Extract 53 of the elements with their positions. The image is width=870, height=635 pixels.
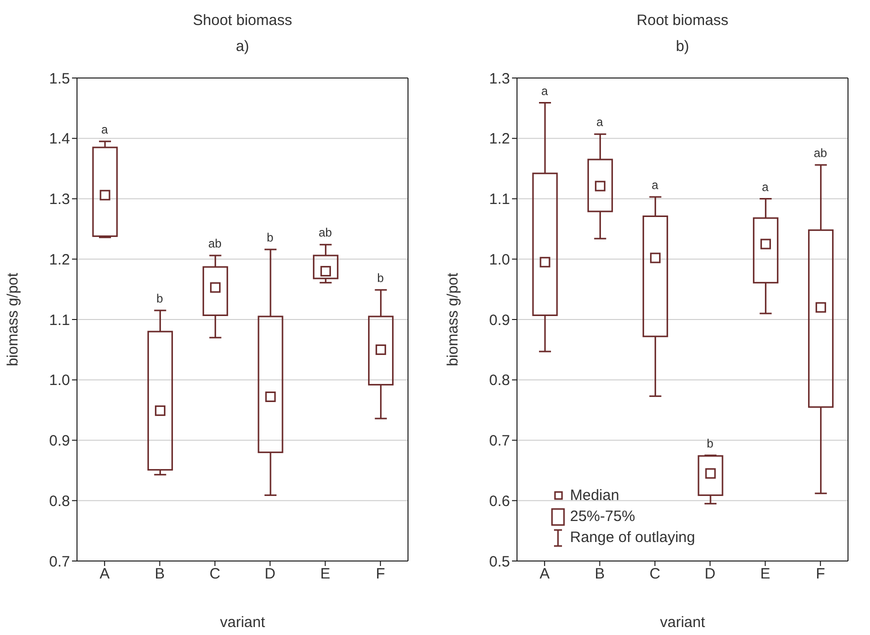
y-tick-label: 0.8 [489,372,510,390]
y-tick-label: 1.2 [489,130,510,148]
x-axis-title: variant [220,614,266,631]
annotation: a [541,84,548,98]
y-tick-label: 0.6 [489,492,510,510]
x-tick-label: A [100,566,110,583]
annotation: a [596,115,604,130]
annotation: b [266,230,274,244]
y-tick-label: 1.0 [489,251,510,268]
chart-title: Root biomass [636,11,730,31]
x-tick-label: D [704,566,716,583]
y-tick-label: 1.3 [49,191,70,208]
x-tick-label: C [649,566,660,583]
y-tick-label: 1.5 [49,70,70,88]
annotation: ab [814,146,828,160]
annotation: b [706,436,714,450]
y-axis-title: biomass g/pot [4,272,22,366]
x-tick-label: D [264,566,276,583]
y-tick-label: 0.7 [49,553,70,570]
x-tick-label: B [594,566,605,583]
y-tick-label: 0.5 [489,553,510,570]
annotation: b [377,270,384,285]
annotation: 25%-75% [570,508,636,525]
y-tick-label: 0.9 [489,312,510,329]
chart-title: Shoot biomass [192,11,294,31]
x-tick-label: F [376,566,386,583]
x-tick-label: F [816,566,826,583]
y-tick-label: 0.9 [49,432,70,450]
x-tick-label: E [320,566,330,583]
chart-subtitle: b) [674,37,690,57]
x-axis-title: variant [660,614,706,631]
y-tick-label: 1.1 [49,312,70,329]
y-tick-label: 1.4 [49,130,70,148]
annotation: ab [318,226,332,240]
chart-subtitle: a) [234,37,250,57]
annotation: a [762,180,769,194]
x-tick-label: E [760,566,770,583]
annotation: Range of outlaying [570,529,696,546]
annotation: b [156,291,164,306]
annotation: ab [208,236,222,251]
x-tick-label: B [154,566,165,583]
annotation: a [101,122,108,136]
y-tick-label: 1.0 [49,372,70,390]
y-tick-label: 1.1 [489,191,510,208]
y-tick-label: 0.8 [49,492,70,510]
x-tick-label: A [540,566,550,583]
x-tick-label: C [209,566,220,583]
y-tick-label: 1.2 [49,251,70,268]
y-tick-label: 1.3 [489,70,510,88]
annotation: Median [570,487,620,504]
y-tick-label: 0.7 [489,432,510,450]
y-axis-title: biomass g/pot [444,272,462,366]
annotation: a [652,178,659,192]
